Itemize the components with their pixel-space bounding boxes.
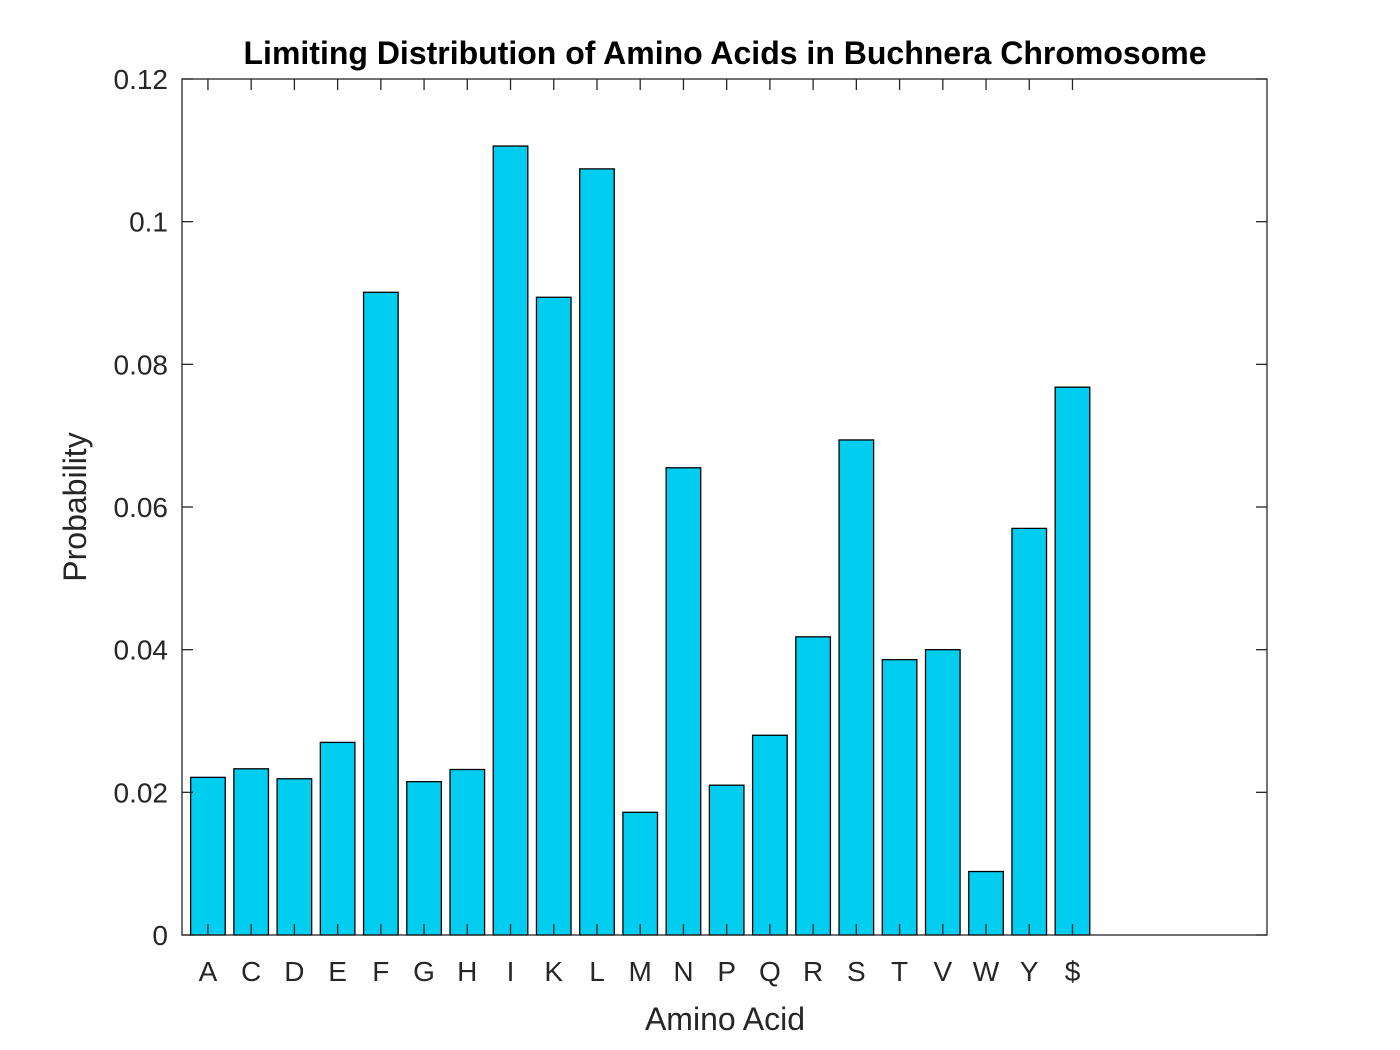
x-tick-label-s: S	[847, 956, 866, 987]
x-tick-label-e: E	[328, 956, 347, 987]
bar-t	[881, 659, 918, 936]
y-tick-label: 0	[152, 920, 168, 951]
bar-y	[1011, 527, 1048, 936]
x-tick-label-m: M	[629, 956, 652, 987]
x-tick-label-r: R	[803, 956, 823, 987]
bar-c	[233, 768, 270, 936]
x-tick-label-i: I	[507, 956, 515, 987]
x-tick-label-k: K	[544, 956, 563, 987]
y-axis-label: Probability	[57, 432, 93, 581]
y-tick-label: 0.06	[114, 492, 169, 523]
bar-f	[362, 291, 399, 936]
x-tick-labels: A C D E F G H I K L M N P Q R S T V W Y $	[199, 956, 1081, 987]
bar-g	[406, 780, 443, 936]
bar-a	[189, 776, 226, 936]
bar-dollar	[1054, 386, 1091, 936]
x-tick-label-v: V	[933, 956, 952, 987]
chart-title: Limiting Distribution of Amino Acids in …	[244, 35, 1207, 71]
y-tick-label: 0.02	[114, 777, 169, 808]
x-tick-label-g: G	[413, 956, 435, 987]
bar-m	[622, 811, 659, 936]
bar-v	[924, 649, 961, 936]
bar-e	[319, 741, 356, 936]
x-axis-label: Amino Acid	[645, 1001, 805, 1037]
x-tick-label-dollar: $	[1065, 956, 1081, 987]
x-tick-label-q: Q	[759, 956, 781, 987]
bar-p	[708, 784, 745, 936]
bar-d	[276, 778, 313, 936]
x-tick-label-y: Y	[1020, 956, 1039, 987]
x-tick-label-d: D	[284, 956, 304, 987]
bars-group	[189, 145, 1091, 936]
x-tick-label-h: H	[457, 956, 477, 987]
y-tick-label: 0.04	[114, 635, 169, 666]
y-tick-label: 0.12	[114, 64, 169, 95]
bar-i	[492, 145, 529, 936]
x-tick-label-c: C	[241, 956, 261, 987]
x-tick-label-w: W	[973, 956, 1000, 987]
x-tick-label-p: P	[717, 956, 736, 987]
y-tick-label: 0.1	[129, 207, 168, 238]
x-tick-label-n: N	[673, 956, 693, 987]
bar-s	[838, 439, 875, 936]
x-tick-label-a: A	[199, 956, 218, 987]
y-tick-labels: 0 0.02 0.04 0.06 0.08 0.1 0.12	[114, 64, 169, 951]
x-tick-label-f: F	[372, 956, 389, 987]
bar-r	[795, 636, 832, 936]
bar-k	[535, 296, 572, 936]
x-tick-label-t: T	[891, 956, 908, 987]
y-tick-label: 0.08	[114, 349, 169, 380]
bar-l	[579, 168, 615, 936]
bar-q	[751, 734, 788, 936]
bar-h	[449, 768, 486, 936]
bar-n	[665, 467, 702, 936]
axes-box	[181, 78, 1268, 936]
x-tick-label-l: L	[589, 956, 605, 987]
